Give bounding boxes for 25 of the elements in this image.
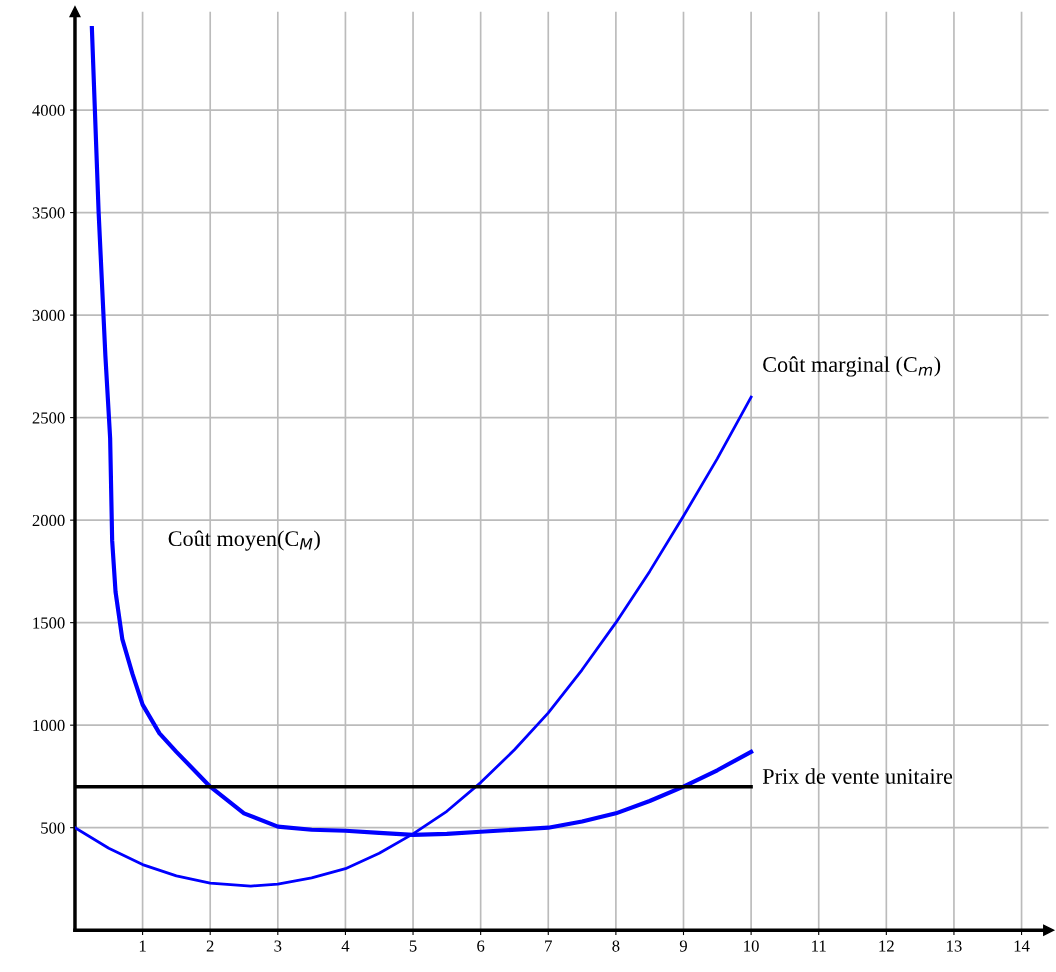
x-tick-label: 14	[1014, 940, 1030, 952]
x-tick-label: 13	[947, 940, 962, 952]
x-tick-label: 5	[409, 940, 417, 952]
x-tick-label: 6	[477, 940, 485, 952]
y-tick-label: 4000	[32, 104, 65, 117]
x-tick-label: 3	[274, 940, 282, 952]
y-tick-label: 3500	[32, 207, 65, 219]
x-tick-label: 11	[812, 940, 826, 952]
x-tick-label: 9	[679, 940, 687, 952]
x-tick-label: 1	[139, 940, 146, 952]
y-tick-label: 2500	[32, 412, 65, 424]
series-label: Prix de vente unitaire	[762, 768, 953, 784]
y-tick-label: 500	[41, 822, 65, 834]
x-tick-label: 12	[879, 940, 894, 952]
x-tick-label: 7	[545, 940, 552, 952]
x-tick-label: 8	[612, 940, 620, 952]
y-tick-label: 3000	[32, 309, 65, 322]
x-tick-label: 2	[206, 940, 214, 952]
y-tick-label: 1000	[33, 719, 65, 732]
x-tick-label: 4	[341, 940, 350, 952]
x-tick-label: 10	[744, 940, 759, 952]
series-label: Coût marginal (C$_{m}$)	[763, 356, 941, 377]
text: Coût moyen(C$_{M}$)	[168, 530, 320, 551]
y-tick-label: 1500	[33, 617, 65, 629]
y-tick-label: 2000	[32, 514, 65, 527]
